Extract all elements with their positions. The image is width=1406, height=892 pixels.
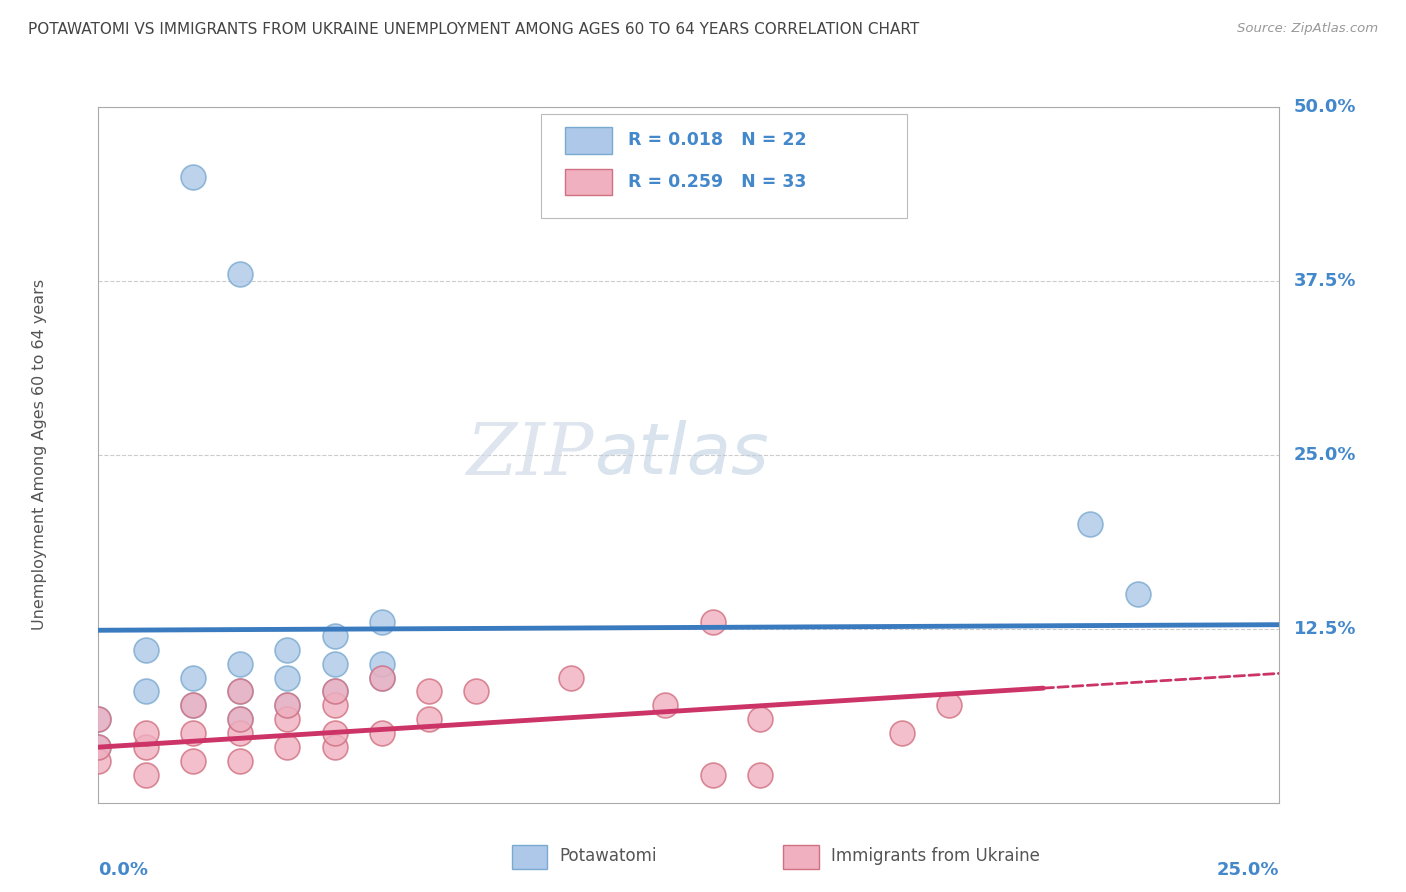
Text: Immigrants from Ukraine: Immigrants from Ukraine	[831, 847, 1039, 865]
Point	[702, 768, 724, 782]
Point	[371, 657, 394, 671]
Point	[87, 754, 110, 768]
Point	[890, 726, 912, 740]
Point	[276, 698, 298, 713]
Point	[181, 169, 204, 184]
Text: ZIP: ZIP	[467, 419, 595, 491]
Point	[323, 657, 346, 671]
Text: 50.0%: 50.0%	[1294, 98, 1357, 116]
Text: POTAWATOMI VS IMMIGRANTS FROM UKRAINE UNEMPLOYMENT AMONG AGES 60 TO 64 YEARS COR: POTAWATOMI VS IMMIGRANTS FROM UKRAINE UN…	[28, 22, 920, 37]
Point	[654, 698, 676, 713]
Point	[135, 642, 157, 657]
Point	[371, 726, 394, 740]
Text: Source: ZipAtlas.com: Source: ZipAtlas.com	[1237, 22, 1378, 36]
Point	[229, 267, 252, 281]
Point	[87, 712, 110, 726]
Point	[87, 740, 110, 755]
Point	[181, 754, 204, 768]
Point	[181, 698, 204, 713]
Point	[229, 726, 252, 740]
Text: 37.5%: 37.5%	[1294, 272, 1357, 290]
Point	[418, 684, 440, 698]
Point	[87, 712, 110, 726]
Point	[229, 684, 252, 698]
Bar	[783, 845, 818, 869]
Point	[418, 712, 440, 726]
FancyBboxPatch shape	[541, 114, 907, 219]
Point	[560, 671, 582, 685]
Point	[702, 615, 724, 629]
Point	[229, 657, 252, 671]
Point	[465, 684, 488, 698]
Point	[748, 768, 770, 782]
Point	[135, 768, 157, 782]
Point	[229, 712, 252, 726]
Point	[323, 726, 346, 740]
Point	[229, 684, 252, 698]
Text: 25.0%: 25.0%	[1218, 862, 1279, 880]
Point	[748, 712, 770, 726]
Point	[371, 615, 394, 629]
Text: atlas: atlas	[595, 420, 769, 490]
Text: 0.0%: 0.0%	[98, 862, 149, 880]
Text: 12.5%: 12.5%	[1294, 620, 1357, 638]
Point	[1080, 517, 1102, 532]
Point	[276, 642, 298, 657]
Point	[371, 671, 394, 685]
Point	[135, 740, 157, 755]
Point	[323, 629, 346, 643]
Point	[276, 740, 298, 755]
Text: R = 0.259   N = 33: R = 0.259 N = 33	[627, 173, 806, 191]
Point	[323, 698, 346, 713]
Text: Potawatomi: Potawatomi	[560, 847, 657, 865]
Bar	[512, 845, 547, 869]
Point	[323, 684, 346, 698]
Point	[229, 712, 252, 726]
Point	[135, 726, 157, 740]
Bar	[565, 169, 612, 195]
Point	[135, 684, 157, 698]
Text: 25.0%: 25.0%	[1294, 446, 1357, 464]
Point	[938, 698, 960, 713]
Point	[181, 671, 204, 685]
Point	[181, 698, 204, 713]
Point	[1126, 587, 1149, 601]
Point	[181, 726, 204, 740]
Bar	[565, 128, 612, 153]
Point	[323, 684, 346, 698]
Point	[371, 671, 394, 685]
Point	[323, 740, 346, 755]
Text: R = 0.018   N = 22: R = 0.018 N = 22	[627, 131, 806, 150]
Point	[276, 698, 298, 713]
Point	[276, 712, 298, 726]
Text: Unemployment Among Ages 60 to 64 years: Unemployment Among Ages 60 to 64 years	[32, 279, 46, 631]
Point	[229, 754, 252, 768]
Point	[87, 740, 110, 755]
Point	[276, 671, 298, 685]
